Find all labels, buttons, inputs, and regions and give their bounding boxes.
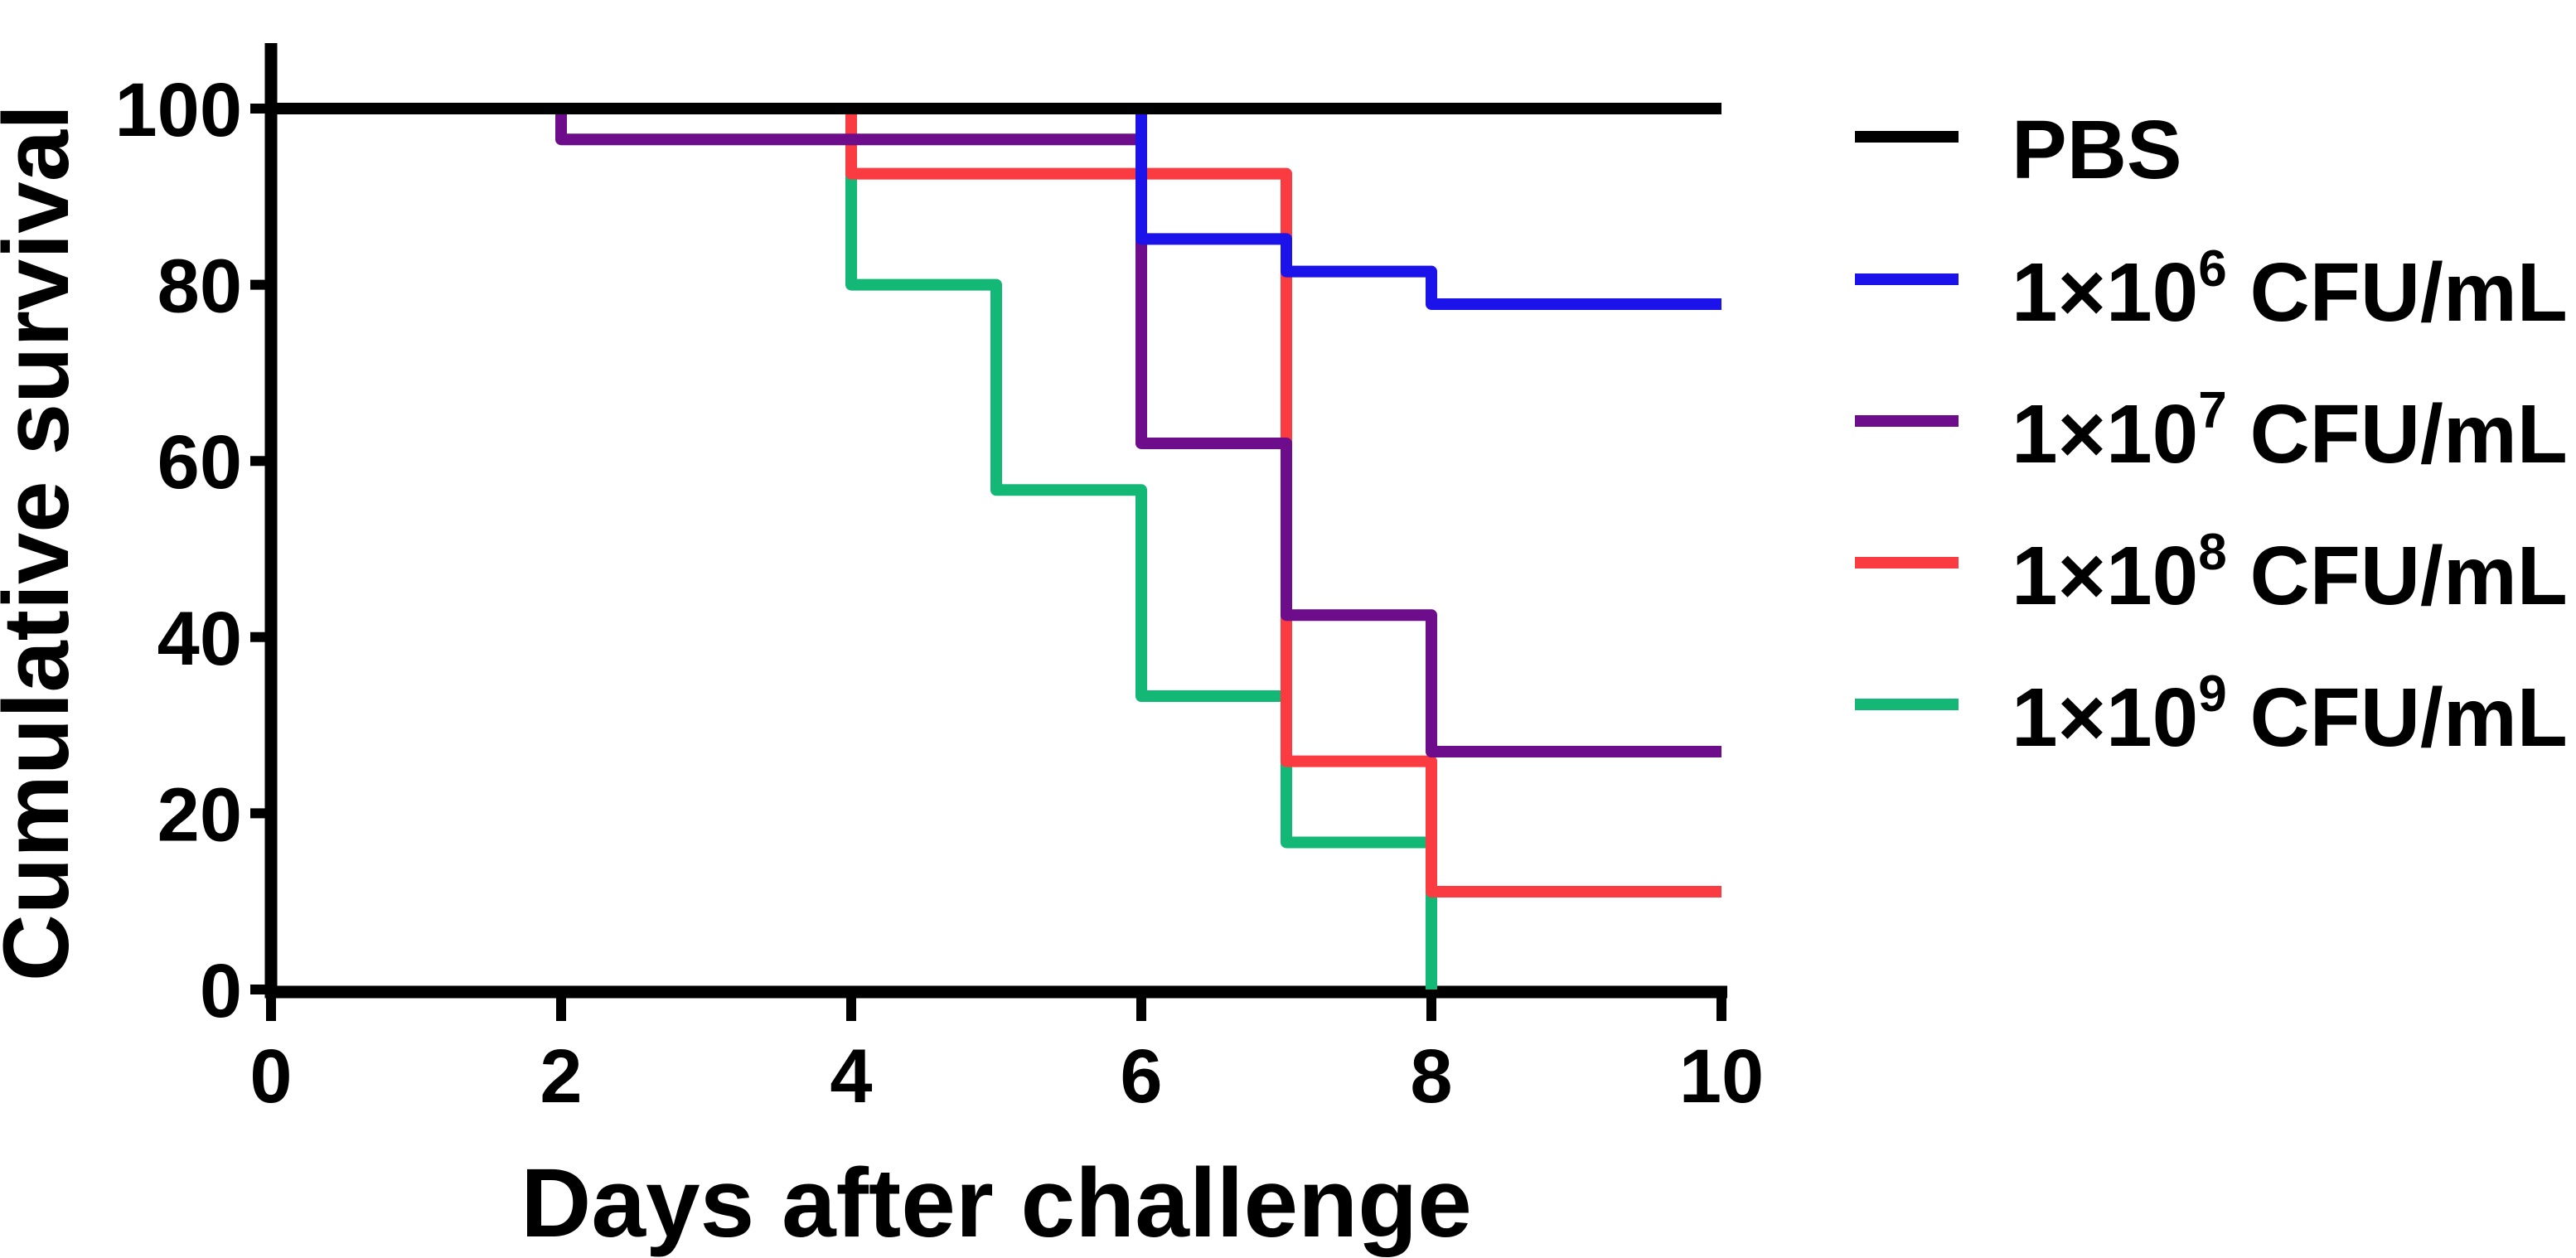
series-line-1e9 (271, 103, 1437, 989)
legend-label-1e6: 1×106 CFU/mL (2012, 240, 2568, 339)
y-tick-label: 60 (157, 420, 242, 505)
y-tick-label: 80 (157, 244, 242, 329)
legend-item-1e9: 1×109 CFU/mL (1855, 665, 2568, 764)
legend: PBS 1×106 CFU/mL 1×107 CFU/mL 1×108 CFU/… (1855, 104, 2568, 764)
legend-label-pbs: PBS (2012, 104, 2182, 196)
axis-frame (264, 43, 1727, 999)
series-group (271, 103, 1721, 989)
x-tick-label: 4 (830, 1034, 872, 1119)
series-line-1e7 (271, 103, 1721, 757)
y-axis-title: Cumulative survival (0, 104, 88, 981)
x-tick-label: 10 (1679, 1034, 1764, 1119)
legend-label-1e9: 1×109 CFU/mL (2012, 665, 2568, 764)
y-tick-label: 0 (200, 949, 242, 1033)
y-tick-label: 100 (115, 68, 243, 152)
y-axis-ticks: 0 20 40 60 80 100 (115, 68, 265, 1033)
y-tick-label: 20 (157, 772, 242, 857)
legend-item-pbs: PBS (1855, 104, 2182, 196)
x-tick-label: 8 (1410, 1034, 1452, 1119)
x-tick-label: 2 (540, 1034, 582, 1119)
x-tick-label: 6 (1120, 1034, 1162, 1119)
x-axis-ticks: 0 2 4 6 8 10 (249, 992, 1764, 1119)
series-line-1e8 (271, 103, 1721, 898)
x-tick-label: 0 (249, 1034, 292, 1119)
series-line-1e6 (271, 103, 1721, 310)
legend-item-1e6: 1×106 CFU/mL (1855, 240, 2568, 339)
y-tick-label: 40 (157, 597, 242, 681)
legend-label-1e8: 1×108 CFU/mL (2012, 524, 2568, 622)
legend-label-1e7: 1×107 CFU/mL (2012, 382, 2568, 481)
legend-item-1e7: 1×107 CFU/mL (1855, 382, 2568, 481)
x-axis-title: Days after challenge (521, 1149, 1472, 1258)
legend-item-1e8: 1×108 CFU/mL (1855, 524, 2568, 622)
